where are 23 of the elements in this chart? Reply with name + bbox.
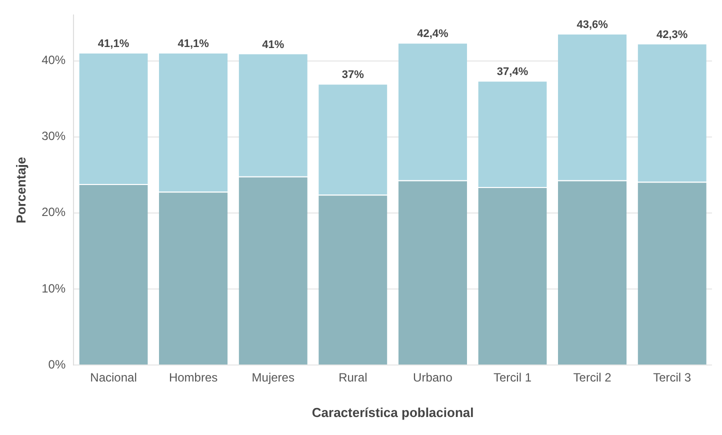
x-tick-label: Urbano <box>413 370 453 385</box>
total-label: 37% <box>342 69 364 82</box>
x-tick-label: Tercil 3 <box>653 370 692 385</box>
x-tick-label: Tercil 2 <box>573 370 612 385</box>
x-axis-title: Característica poblacional <box>312 404 474 420</box>
total-label: 42,4% <box>417 28 449 40</box>
x-tick-label: Rural <box>338 370 368 385</box>
total-label: 37,4% <box>496 66 528 78</box>
total-label: 41,1% <box>98 38 130 50</box>
total-label: 42,3% <box>656 28 688 41</box>
x-tick-label: Tercil 1 <box>494 370 532 385</box>
x-tick-label: Mujeres <box>252 370 294 385</box>
y-tick-label: 20% <box>42 205 66 220</box>
x-tick-label: Hombres <box>168 370 218 385</box>
y-axis-title: Porcentaje <box>13 156 28 224</box>
total-label: 41,1% <box>178 38 210 50</box>
total-label: 41% <box>262 38 284 51</box>
total-label: 43,6% <box>576 18 608 31</box>
y-tick-label: 30% <box>42 129 66 144</box>
y-tick-label: 10% <box>42 281 66 296</box>
y-tick-label: 0% <box>48 357 66 372</box>
y-tick-label: 40% <box>42 53 66 68</box>
x-tick-label: Nacional <box>90 370 137 385</box>
